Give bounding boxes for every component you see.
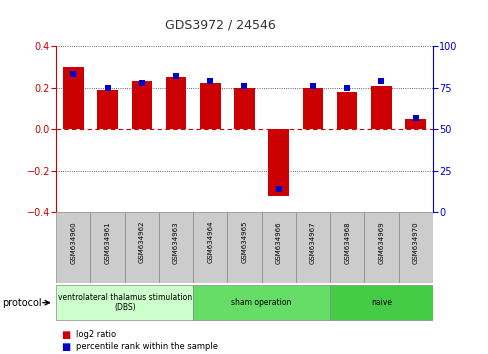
Bar xyxy=(131,81,152,129)
Bar xyxy=(329,285,432,320)
Text: log2 ratio: log2 ratio xyxy=(76,330,116,339)
Bar xyxy=(336,92,357,129)
Bar xyxy=(56,212,90,283)
Text: GSM634967: GSM634967 xyxy=(309,221,315,263)
Text: GSM634965: GSM634965 xyxy=(241,221,247,263)
Bar xyxy=(193,212,227,283)
Bar xyxy=(329,212,364,283)
Bar xyxy=(165,77,186,129)
Bar xyxy=(193,285,329,320)
Bar xyxy=(405,119,425,129)
Text: GSM634961: GSM634961 xyxy=(104,221,110,263)
Bar xyxy=(261,212,295,283)
Bar xyxy=(234,87,254,129)
Text: GSM634962: GSM634962 xyxy=(139,221,144,263)
Text: GSM634964: GSM634964 xyxy=(207,221,213,263)
Text: GSM634960: GSM634960 xyxy=(70,221,76,263)
Bar xyxy=(398,212,432,283)
Text: GSM634970: GSM634970 xyxy=(412,221,418,263)
Text: ■: ■ xyxy=(61,330,70,339)
Bar xyxy=(364,212,398,283)
Bar xyxy=(302,87,323,129)
Text: GSM634969: GSM634969 xyxy=(378,221,384,263)
Bar xyxy=(63,67,83,129)
Text: sham operation: sham operation xyxy=(231,298,291,307)
Bar xyxy=(295,212,329,283)
Bar xyxy=(124,212,159,283)
Text: GSM634966: GSM634966 xyxy=(275,221,281,263)
Text: ■: ■ xyxy=(61,342,70,352)
Bar xyxy=(268,129,288,196)
Bar xyxy=(227,212,261,283)
Bar xyxy=(90,212,124,283)
Text: GSM634968: GSM634968 xyxy=(344,221,349,263)
Text: percentile rank within the sample: percentile rank within the sample xyxy=(76,342,217,352)
Bar xyxy=(56,285,193,320)
Text: naive: naive xyxy=(370,298,391,307)
Text: ventrolateral thalamus stimulation
(DBS): ventrolateral thalamus stimulation (DBS) xyxy=(58,293,191,312)
Bar xyxy=(200,84,220,129)
Bar xyxy=(370,86,391,129)
Text: GDS3972 / 24546: GDS3972 / 24546 xyxy=(164,18,275,31)
Bar xyxy=(159,212,193,283)
Text: GSM634963: GSM634963 xyxy=(173,221,179,263)
Text: protocol: protocol xyxy=(2,298,42,308)
Bar xyxy=(97,90,118,129)
